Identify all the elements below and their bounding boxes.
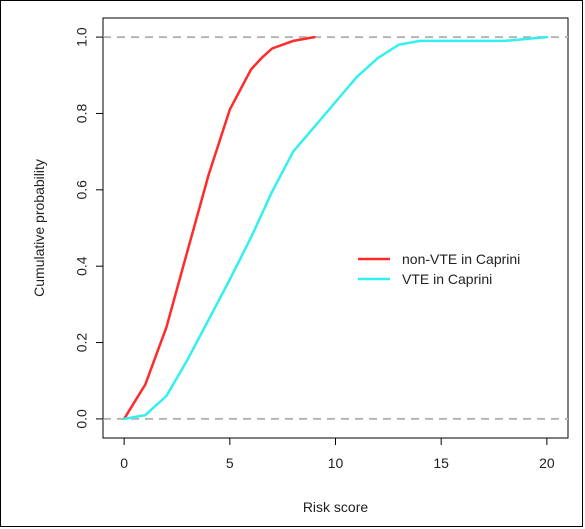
x-tick-label-2: 10 (328, 455, 344, 471)
series-line-0 (122, 35, 316, 421)
x-tick-label-1: 5 (226, 455, 234, 471)
x-tick-label-0: 0 (120, 455, 128, 471)
legend: non-VTE in Caprini VTE in Caprini (358, 251, 520, 287)
y-tick-label-1: 0.2 (74, 333, 90, 353)
x-axis-label: Risk score (303, 499, 369, 515)
series-layer (122, 35, 549, 421)
y-tick-label-2: 0.4 (74, 256, 90, 276)
x-tick-label-3: 15 (433, 455, 449, 471)
y-axis: 0.0 0.2 0.4 0.6 0.8 1.0 (74, 27, 104, 429)
legend-label-non-vte: non-VTE in Caprini (402, 251, 520, 267)
y-tick-label-0: 0.0 (74, 409, 90, 429)
x-axis: 0 5 10 15 20 (120, 437, 555, 471)
y-axis-label: Cumulative probability (31, 159, 47, 297)
reference-lines (103, 36, 568, 420)
plot-box (102, 17, 569, 439)
y-tick-label-3: 0.6 (74, 180, 90, 200)
y-tick-label-4: 0.8 (74, 104, 90, 124)
x-tick-label-4: 20 (539, 455, 555, 471)
series-line-1 (122, 35, 549, 421)
y-tick-label-5: 1.0 (74, 27, 90, 47)
legend-label-vte: VTE in Caprini (402, 271, 492, 287)
